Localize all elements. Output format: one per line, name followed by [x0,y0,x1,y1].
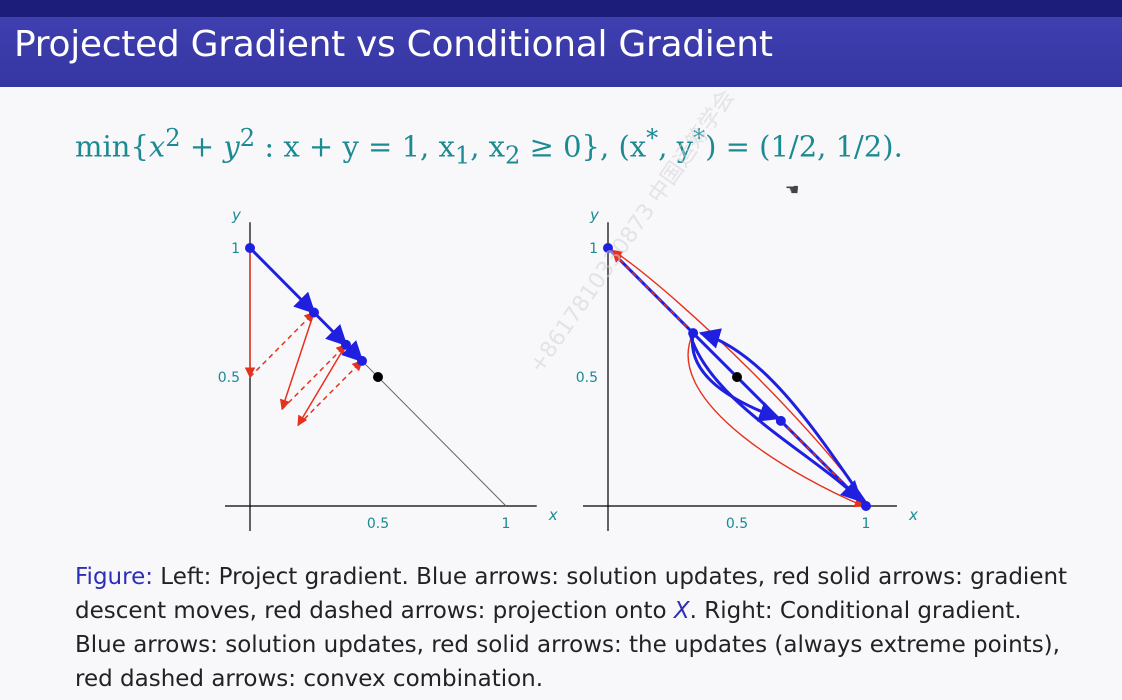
gradient-move-arrow [279,312,315,411]
conditional-gradient-plot: x y 0.5 1 0.5 1 [576,206,918,532]
figure-caption: Figure: Left: Project gradient. Blue arr… [75,560,1075,696]
y-axis-label: y [231,206,242,224]
optimum-point [732,372,742,382]
formula-star1: * [646,124,659,152]
x-axis-label: x [548,506,558,524]
convex-combination-arrow [612,252,694,334]
formula-sub2: 2 [505,141,521,170]
left-plot-panel: x y 0.5 1 0.5 1 [190,190,570,544]
y-axis-label: y [589,206,600,224]
formula-star2: * [693,124,706,152]
y-tick-label: 0.5 [218,370,240,386]
extreme-point-update-arrow [687,332,865,508]
title-bar [0,17,1122,87]
caption-set: X [673,598,690,624]
solution-update-arrow [698,328,868,505]
caption-part1: Left: Project gradient. Blue arrows: sol… [75,564,1068,624]
slide-title: Projected Gradient vs Conditional Gradie… [14,24,773,65]
formula-y: y [223,129,240,164]
solution-update-arrow [689,335,863,503]
problem-formula: min{x2 + y2 : x + y = 1, x1, x2 ≥ 0}, (x… [75,124,903,169]
caption-label: Figure: [75,564,153,590]
formula-mid: , y [658,129,694,164]
top-bar [0,0,1122,17]
x-axis-label: x [908,506,918,524]
formula-tail: ≥ 0}, (x [520,129,647,164]
gradient-move-arrow [297,344,347,427]
projection-arrow [297,360,363,426]
solution-update-arrow [690,332,781,422]
formula-x: x [148,129,166,164]
iterate-point [357,355,367,366]
iterate-point [775,415,786,426]
solution-update-arrow [248,246,316,314]
formula-constraint: : x + y = 1, x [255,129,455,164]
hand-cursor-icon: ☚ [785,180,800,199]
projection-arrow [249,311,315,378]
x-tick-label: 1 [502,516,511,532]
x-tick-label: 0.5 [726,516,748,532]
formula-plus: + [180,129,224,164]
y-tick-label: 1 [231,241,240,257]
iterate-point [341,339,351,350]
iterate-point [603,243,613,253]
y-tick-label: 0.5 [576,370,598,386]
formula-sq1: 2 [165,124,181,152]
projected-gradient-plot: x y 0.5 1 0.5 1 [218,206,558,532]
formula-comma: , x [470,129,505,164]
x-tick-label: 1 [862,516,871,532]
formula-sub1: 1 [454,141,471,170]
formula-sq2: 2 [239,124,256,152]
iterate-point [245,243,255,253]
caption-part2: . Right: Conditional gradient. Blue arro… [75,598,1060,692]
iterate-point [861,501,871,511]
iterate-point [309,307,319,318]
x-tick-label: 0.5 [367,516,389,532]
solution-update-arrow [312,311,348,347]
optimum-point [373,372,383,382]
formula-min: min{ [75,129,149,164]
y-tick-label: 1 [589,241,598,257]
iterate-point [688,328,699,339]
projection-arrow [281,344,347,410]
formula-end: ) = (1/2, 1/2). [705,129,903,164]
right-plot-panel: x y 0.5 1 0.5 1 [550,190,930,544]
